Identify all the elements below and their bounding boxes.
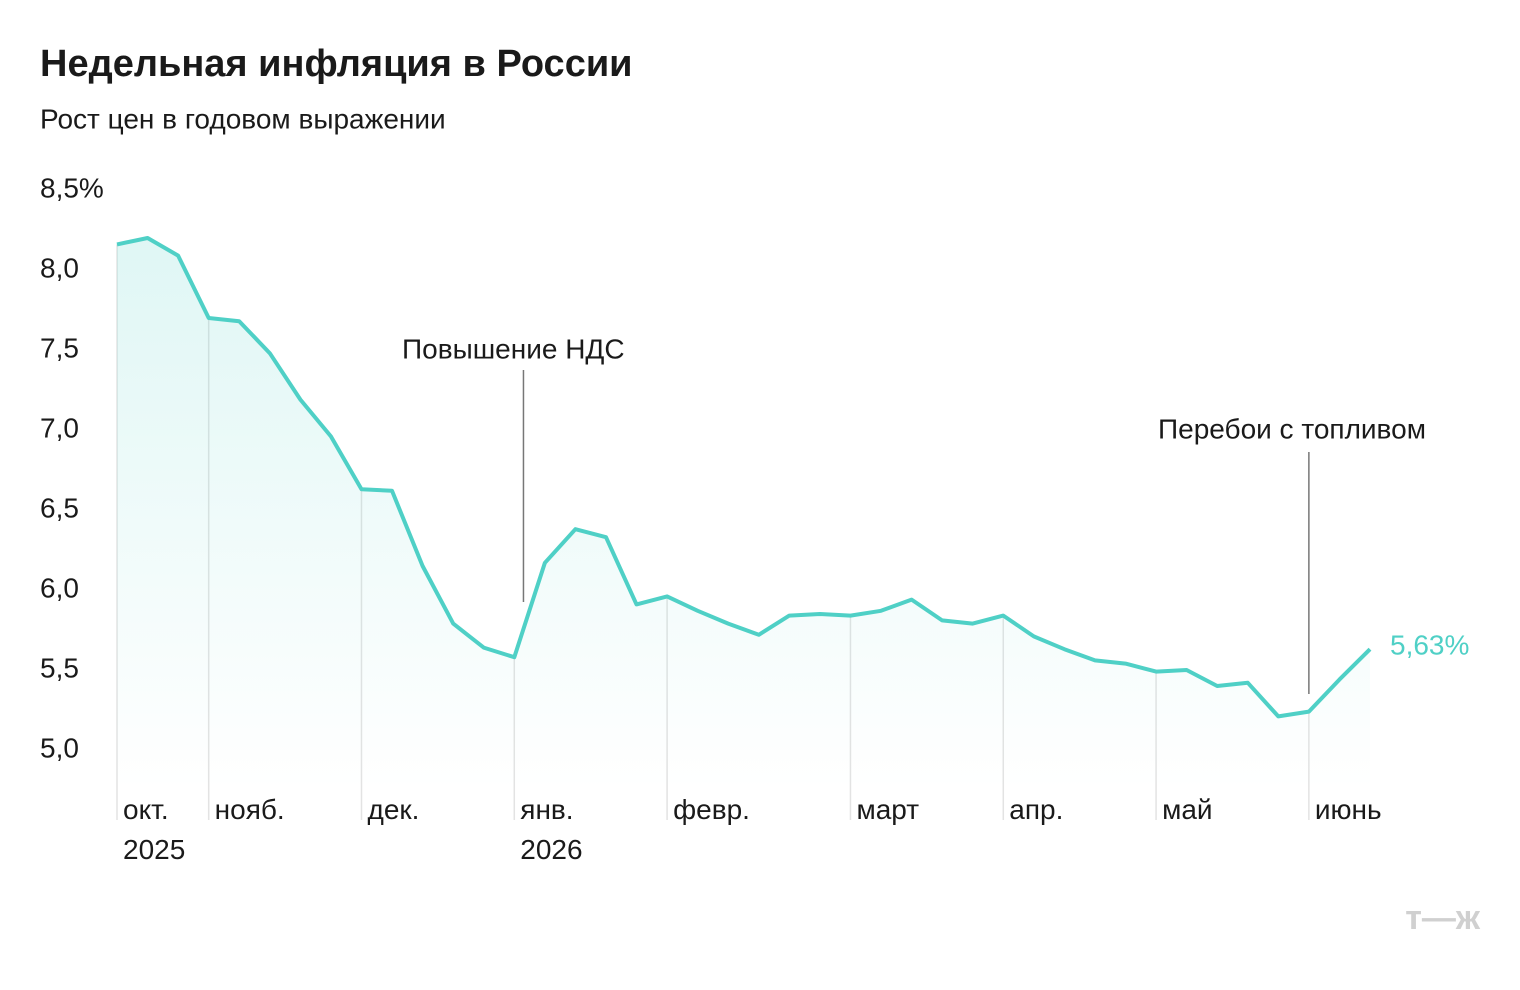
chart-title: Недельная инфляция в России: [40, 43, 633, 85]
x-tick-label: июнь: [1314, 794, 1382, 825]
annotation: Повышение НДС: [402, 333, 625, 364]
y-tick-label: 7,0: [40, 412, 79, 443]
annotation: Перебои с топливом: [1158, 413, 1426, 444]
y-tick-label: 6,5: [40, 492, 79, 523]
y-tick-label: 8,5%: [40, 172, 104, 203]
area: [117, 238, 1370, 790]
x-tick-label: май: [1162, 794, 1213, 825]
y-tick-label: 6,0: [40, 572, 79, 603]
source-logo: т—ж: [1405, 899, 1481, 937]
chart-subtitle: Рост цен в годовом выражении: [40, 103, 446, 134]
x-tick-label: апр.: [1009, 794, 1064, 825]
line: [116, 236, 1372, 719]
x-tick-label: февр.: [673, 794, 750, 825]
x-tick-label: нояб.: [214, 794, 285, 825]
y-tick-label: 7,5: [40, 332, 79, 363]
y-tick-label: 5,5: [40, 652, 79, 683]
value-label: 5,63%: [1390, 630, 1469, 661]
x-tick-label: дек.: [367, 794, 420, 825]
y-tick-label: 5,0: [40, 732, 79, 763]
y-tick-label: 8,0: [40, 252, 79, 283]
x-tick-label: окт. 2025: [123, 794, 186, 865]
x-tick-label: янв. 2026: [520, 794, 583, 865]
x-tick-label: март: [856, 794, 920, 825]
